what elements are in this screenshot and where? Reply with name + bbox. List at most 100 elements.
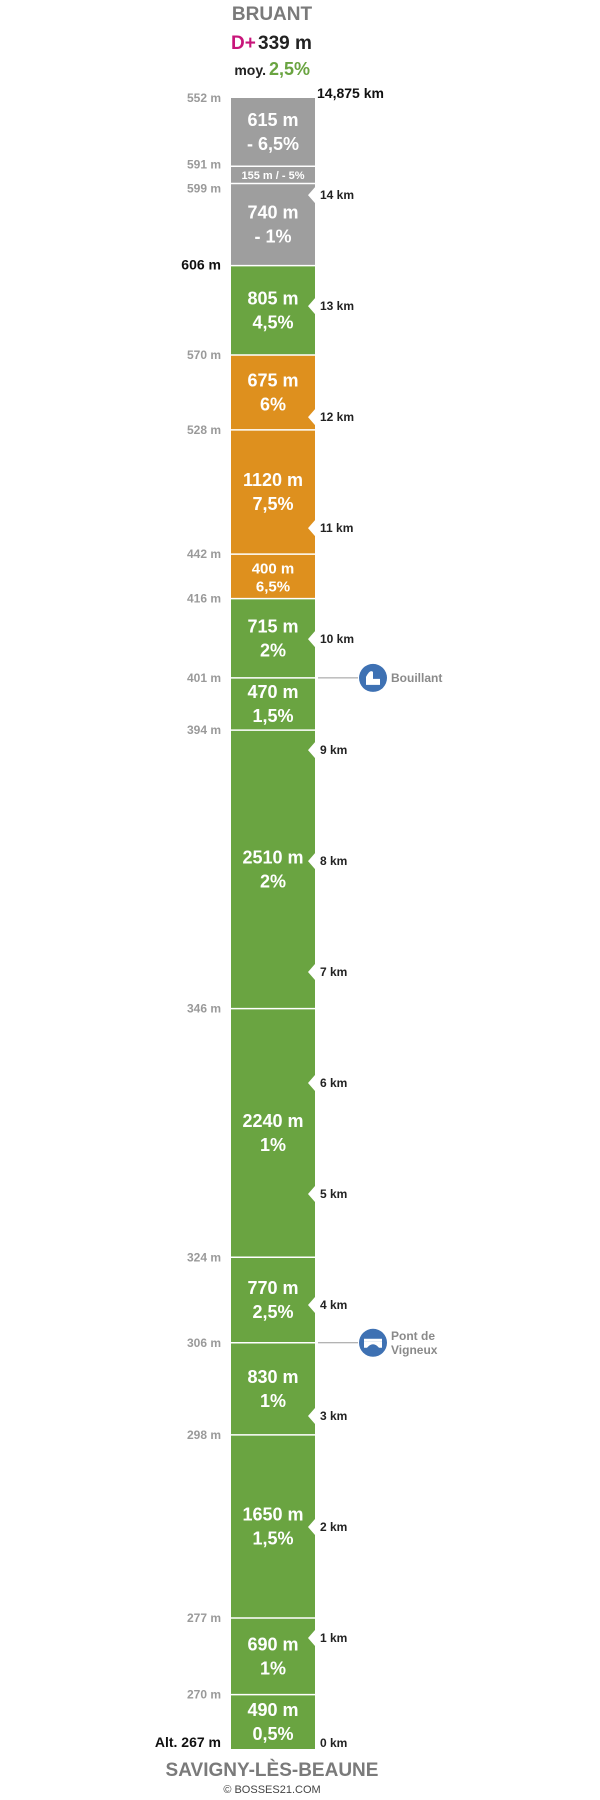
km-tick [308,298,315,315]
km-label: 4 km [320,1298,347,1312]
segment: 400 m6,5% [231,554,315,600]
segment-length: 690 m [247,1634,298,1654]
segment-bar [231,1008,315,1258]
poi-label: Bouillant [391,671,442,685]
altitude-label: 442 m [187,547,221,561]
segment-gradient: - 6,5% [247,134,299,154]
segment-gradient: 1,5% [252,706,293,726]
segment: 690 m 1% [231,1618,315,1696]
segment-length: 715 m [247,616,298,636]
km-marker: 12 km [308,409,354,426]
km-marker: 8 km [308,853,347,870]
km-marker: 3 km [308,1408,347,1425]
segment-length: 805 m [247,288,298,308]
km-tick [308,1408,315,1425]
km-label: 1 km [320,1631,347,1645]
km-tick [308,520,315,537]
altitude-label: 298 m [187,1428,221,1442]
segment-length: 400 m [252,560,295,577]
km-label: 3 km [320,1409,347,1423]
chart-header: BRUANT D+ 339 m moy. 2,5% 14,875 km [231,4,384,101]
segment-bar [231,1342,315,1435]
altitude-labels: Alt. 267 m 270 m 277 m 298 m 306 m 324 m 346 m… [155,91,221,1750]
segment: 675 m 6% [231,354,315,431]
segment-length: 770 m [247,1278,298,1298]
bridge-icon [359,1328,387,1357]
km-marker: 11 km [308,520,353,537]
segment: 1650 m 1,5% [231,1434,315,1619]
km-tick [308,1075,315,1092]
segment: 155 m / - 5% [231,166,315,185]
average-gradient-label: moy. [234,62,266,78]
segment-gradient: 2,5% [252,1302,293,1322]
chart-footer: SAVIGNY-LÈS-BEAUNE © BOSSES21.COM [166,1759,379,1796]
segment-bar [231,1257,315,1343]
segment-bar [231,677,315,731]
altitude-label: 591 m [187,157,221,171]
segment-bar [231,98,315,167]
km-label: 6 km [320,1076,347,1090]
altitude-label: 528 m [187,423,221,437]
segment-bar [231,183,315,266]
poi-label: Pont de [391,1329,435,1343]
segment-length: 615 m [247,110,298,130]
segment-bar [231,1434,315,1619]
km-label: 12 km [320,410,354,424]
altitude-label: 277 m [187,1611,221,1625]
altitude-label: 570 m [187,348,221,362]
segment-length: 1120 m [243,470,303,490]
segment-bar [231,1618,315,1695]
poi-marker: Bouillant [318,663,442,692]
segment-gradient: - 1% [254,227,291,247]
altitude-label: Alt. 267 m [155,1734,221,1750]
km-tick [308,631,315,648]
segment-length: 490 m [247,1700,298,1720]
segment-gradient: 1% [260,1391,286,1411]
km-label: 10 km [320,632,354,646]
km-tick [308,187,315,204]
altitude-label: 401 m [187,671,221,685]
elevation-gain-label: D+ [231,33,256,54]
segment-bar [231,166,315,184]
segment-length: 1650 m [242,1504,303,1524]
segment-length: 2510 m [242,847,303,867]
segment-bar [231,598,315,678]
segment-bar [231,1694,315,1749]
segment: 470 m 1,5% [231,677,315,731]
altitude-label: 606 m [181,257,221,273]
km-label: 2 km [320,1520,347,1534]
segment-gradient: 1% [260,1135,286,1155]
km-marker: 13 km [308,298,354,315]
segment-gradient: 7,5% [252,494,293,514]
segment: 2240 m 1% [231,1008,315,1259]
segment-gradient: 6,5% [256,578,290,595]
elevation-gain-value: 339 m [258,33,312,54]
km-marker: 14 km [308,187,354,204]
km-tick [308,1186,315,1203]
segment: 805 m 4,5% [231,265,315,356]
km-marker: 2 km [308,1519,347,1536]
segment: 715 m 2% [231,598,315,679]
poi-label: Vigneux [391,1343,438,1357]
segment: 615 m - 6,5% [231,98,315,168]
km-tick [308,742,315,759]
segment-length: 740 m [247,203,298,223]
segment-length: 2240 m [242,1111,303,1131]
km-marker: 10 km [308,631,354,648]
segment: 830 m 1% [231,1342,315,1436]
segment-label: 155 m / - 5% [242,170,305,182]
segment-gradient: 0,5% [252,1724,293,1744]
km-label: 9 km [320,743,347,757]
km-tick [308,1519,315,1536]
segment-gradient: 2% [260,640,286,660]
km-marker: 6 km [308,1075,347,1092]
altitude-label: 324 m [187,1250,221,1264]
km-marker: 0 km [320,1736,347,1750]
km-tick [308,964,315,981]
altitude-label: 552 m [187,91,221,105]
segment-gradient: 6% [260,394,286,414]
km-label: 5 km [320,1187,347,1201]
km-label: 0 km [320,1736,347,1750]
segment: 1120 m 7,5% [231,429,315,555]
